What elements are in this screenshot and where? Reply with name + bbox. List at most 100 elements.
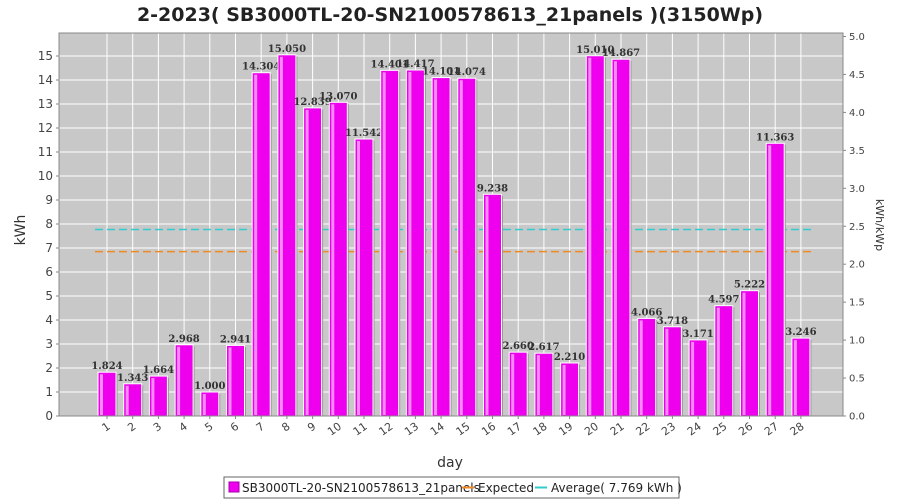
data-label: 15.010 [576, 45, 614, 56]
chart-title: 2-2023( SB3000TL-20-SN2100578613_21panel… [137, 4, 763, 26]
data-label: 13.070 [319, 91, 357, 102]
data-label: 2.941 [220, 334, 251, 345]
y-tick-label: 15 [38, 49, 53, 63]
y-tick-label: 11 [38, 145, 53, 159]
x-tick-label: 1 [100, 420, 113, 435]
y2-tick-label: 5.0 [849, 32, 865, 43]
x-tick-label: 28 [788, 420, 807, 439]
y2-tick-label: 2.0 [849, 260, 865, 271]
y-tick-label: 1 [45, 385, 53, 399]
x-tick-label: 9 [305, 420, 318, 435]
x-tick-label: 22 [633, 420, 652, 439]
x-tick-label: 8 [279, 420, 292, 435]
y2-tick-label: 4.5 [849, 70, 865, 81]
data-label: 3.246 [785, 327, 816, 338]
bar-highlight [125, 385, 129, 415]
x-tick-label: 27 [762, 420, 781, 439]
legend-label-expected: Expected [478, 481, 534, 495]
data-label: 1.664 [143, 365, 174, 376]
data-label: 1.000 [194, 381, 225, 392]
x-tick-label: 14 [428, 420, 447, 439]
y-tick-label: 9 [45, 193, 53, 207]
bar-highlight [691, 341, 695, 415]
plot-border [58, 32, 844, 417]
bar-highlight [202, 394, 206, 415]
bar-highlight [177, 346, 181, 415]
data-label: 14.417 [396, 59, 434, 70]
y-tick-label: 6 [45, 265, 53, 279]
data-label: 15.050 [268, 44, 306, 55]
data-label: 14.304 [242, 62, 280, 73]
bar-highlight [228, 347, 232, 415]
data-label: 2.660 [503, 341, 534, 352]
x-tick-label: 2 [125, 420, 138, 435]
bar-highlight [639, 320, 643, 415]
data-label: 11.542 [345, 128, 383, 139]
data-label: 2.210 [554, 352, 585, 363]
data-label: 3.718 [657, 316, 688, 327]
y-tick-label: 14 [38, 73, 53, 87]
y-tick-label: 4 [45, 313, 53, 327]
x-tick-label: 19 [556, 420, 575, 439]
data-label: 14.867 [602, 48, 640, 59]
bar-highlight [485, 196, 489, 415]
bar-highlight [254, 74, 258, 415]
y-tick-label: 5 [45, 289, 53, 303]
x-tick-label: 12 [376, 420, 395, 439]
x-tick-label: 13 [402, 420, 421, 439]
x-tick-label: 17 [505, 420, 524, 439]
bar-highlight [331, 104, 335, 415]
bar-highlight [742, 292, 746, 415]
x-axis-label: day [437, 455, 463, 471]
legend-box [223, 476, 680, 499]
data-label: 2.617 [528, 342, 559, 353]
x-tick-label: 15 [454, 420, 473, 439]
x-tick-label: 24 [685, 420, 704, 439]
x-tick-label: 3 [151, 420, 164, 435]
y2-tick-label: 3.5 [849, 146, 865, 157]
y-tick-label: 7 [45, 241, 53, 255]
y-tick-label: 12 [38, 121, 53, 135]
data-label: 14.074 [448, 67, 486, 78]
x-tick-label: 16 [479, 420, 498, 439]
data-label: 14.101 [422, 67, 460, 78]
x-tick-label: 18 [531, 420, 550, 439]
bar-highlight [793, 340, 797, 415]
data-label: 12.839 [293, 97, 331, 108]
x-tick-label: 21 [608, 420, 627, 439]
y-tick-label: 13 [38, 97, 53, 111]
bar-highlight [511, 354, 515, 415]
data-label: 1.343 [117, 373, 148, 384]
y-axis-label: kWh [13, 215, 29, 246]
y2-tick-label: 1.5 [849, 298, 865, 309]
y2-tick-label: 1.0 [849, 336, 865, 347]
x-tick-label: 5 [202, 420, 215, 435]
legend-label-series: SB3000TL-20-SN2100578613_21panels [242, 481, 480, 495]
bar-highlight [434, 79, 438, 416]
bar-highlight [279, 56, 283, 416]
bar-highlight [305, 109, 309, 415]
bar-highlight [357, 140, 360, 415]
y-tick-label: 8 [45, 217, 53, 231]
bar-highlight [665, 328, 669, 415]
y2-tick-label: 2.5 [849, 222, 865, 233]
bar-highlight [382, 72, 386, 415]
x-tick-label: 23 [659, 420, 678, 439]
bar-highlight [716, 307, 720, 415]
data-label: 9.238 [477, 183, 508, 194]
bar-highlight [614, 61, 617, 415]
data-label: 14.401 [371, 59, 409, 70]
x-tick-label: 4 [177, 420, 190, 435]
x-tick-label: 20 [582, 420, 601, 439]
y2-tick-label: 4.0 [849, 108, 865, 119]
bar-highlight [459, 80, 463, 415]
bar-highlight [562, 364, 566, 415]
y-tick-label: 0 [45, 409, 53, 423]
x-tick-label: 7 [254, 420, 267, 435]
y2-tick-label: 0.0 [849, 412, 865, 423]
legend: SB3000TL-20-SN2100578613_21panelsExpecte… [223, 476, 682, 499]
bar-highlight [768, 145, 772, 415]
bar-highlight [588, 57, 592, 415]
